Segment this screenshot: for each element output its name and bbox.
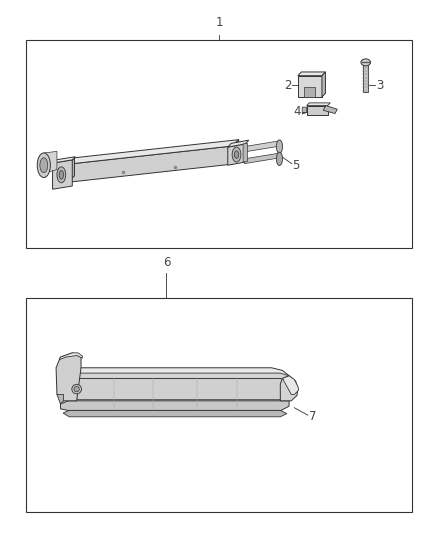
Polygon shape xyxy=(63,410,287,417)
Text: 1: 1 xyxy=(215,17,223,29)
Polygon shape xyxy=(67,368,289,381)
Polygon shape xyxy=(304,87,315,97)
Text: 3: 3 xyxy=(376,79,383,92)
Text: 4: 4 xyxy=(294,106,301,118)
Polygon shape xyxy=(68,146,232,182)
Polygon shape xyxy=(53,157,75,163)
Polygon shape xyxy=(244,141,280,152)
Ellipse shape xyxy=(57,167,66,183)
Bar xyxy=(26,298,412,512)
Polygon shape xyxy=(280,376,298,401)
Polygon shape xyxy=(44,151,57,173)
Polygon shape xyxy=(243,143,247,162)
Ellipse shape xyxy=(234,151,239,158)
Text: 2: 2 xyxy=(284,79,291,92)
Polygon shape xyxy=(307,103,330,106)
Ellipse shape xyxy=(276,140,283,154)
Polygon shape xyxy=(228,140,249,147)
Polygon shape xyxy=(232,140,239,164)
Polygon shape xyxy=(228,144,245,165)
Ellipse shape xyxy=(72,384,81,394)
Polygon shape xyxy=(60,401,289,410)
Ellipse shape xyxy=(37,153,50,177)
Text: 6: 6 xyxy=(162,256,170,269)
Polygon shape xyxy=(363,62,368,92)
Ellipse shape xyxy=(232,147,241,162)
Polygon shape xyxy=(59,373,289,381)
Polygon shape xyxy=(68,140,239,164)
Polygon shape xyxy=(68,158,74,182)
Ellipse shape xyxy=(276,152,283,165)
Polygon shape xyxy=(307,106,328,115)
Ellipse shape xyxy=(74,386,79,392)
Polygon shape xyxy=(59,353,82,360)
Polygon shape xyxy=(323,106,337,114)
Bar xyxy=(26,40,412,248)
Polygon shape xyxy=(283,376,299,394)
Text: 7: 7 xyxy=(309,410,316,423)
Polygon shape xyxy=(322,72,325,97)
Polygon shape xyxy=(302,107,307,114)
Polygon shape xyxy=(244,153,280,164)
Polygon shape xyxy=(59,378,289,400)
Ellipse shape xyxy=(59,171,64,179)
Polygon shape xyxy=(53,160,72,189)
Ellipse shape xyxy=(40,158,48,173)
Polygon shape xyxy=(56,353,81,401)
Ellipse shape xyxy=(361,59,371,66)
Text: 5: 5 xyxy=(293,159,300,172)
Polygon shape xyxy=(57,394,64,404)
Polygon shape xyxy=(298,76,322,97)
Polygon shape xyxy=(298,72,325,76)
